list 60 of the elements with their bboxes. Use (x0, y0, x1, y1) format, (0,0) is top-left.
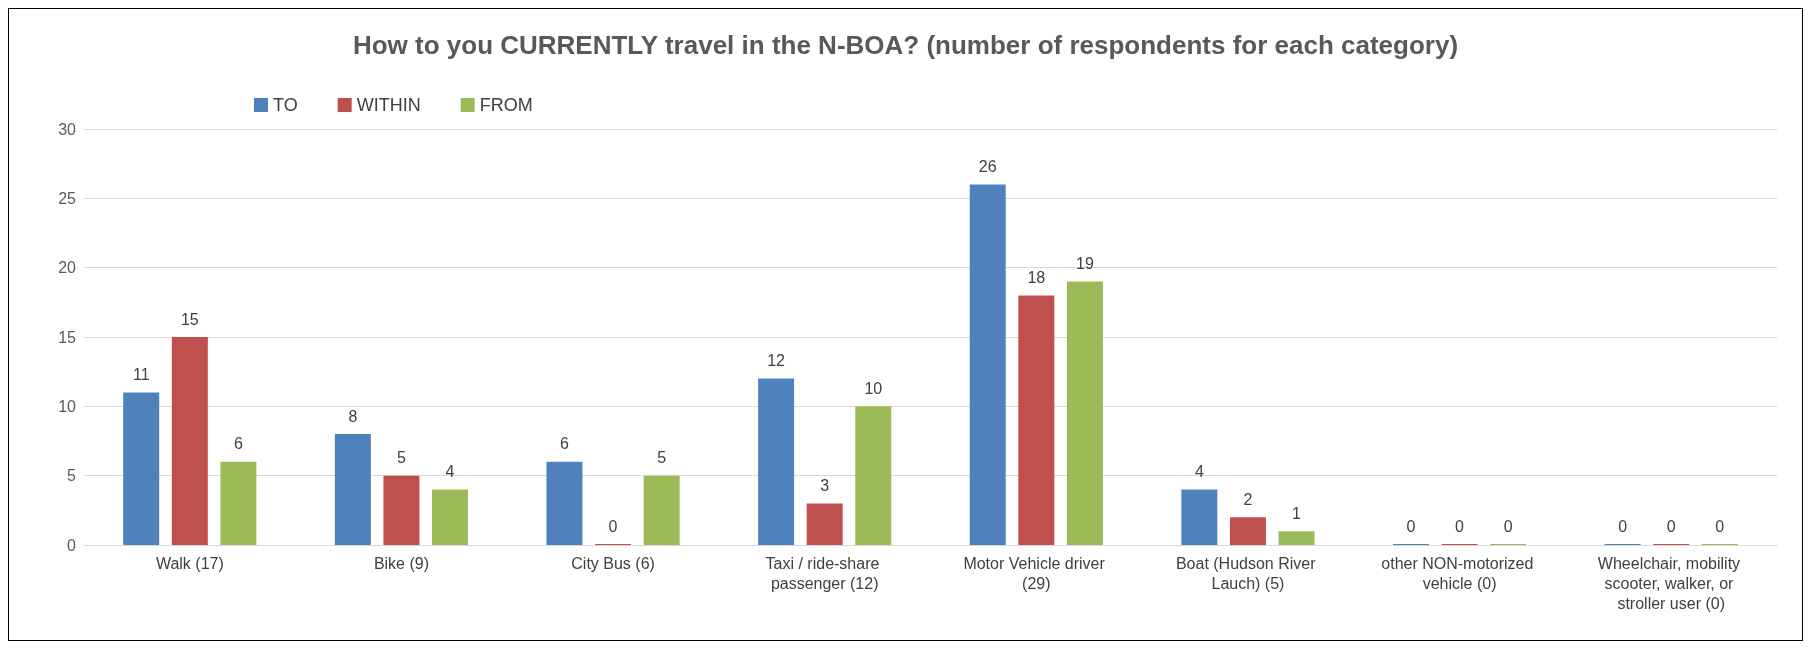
data-label: 1 (1292, 504, 1302, 522)
data-label: 0 (1406, 517, 1416, 535)
x-tick-label: Motor Vehicle driver (29) (963, 554, 1110, 592)
data-label: 0 (1666, 517, 1676, 535)
chart-title: How to you CURRENTLY travel in the N-BOA? (number of respondents for each category) (352, 30, 1459, 60)
x-tick-label: Walk (17) (155, 554, 224, 572)
bar (643, 475, 680, 545)
y-tick-label: 10 (58, 397, 77, 415)
bar (855, 406, 892, 545)
y-tick-label: 5 (67, 467, 77, 485)
y-tick-label: 25 (58, 189, 77, 207)
y-tick-label: 0 (67, 536, 77, 554)
bar (334, 434, 371, 545)
x-tick-label: other NON-motorized vehicle (0) (1381, 554, 1538, 592)
bar (546, 461, 583, 545)
data-label: 15 (180, 310, 199, 328)
bar (171, 337, 208, 545)
data-label: 4 (445, 463, 455, 481)
y-tick-label: 30 (58, 120, 77, 138)
bar (432, 489, 469, 545)
bar (969, 184, 1006, 545)
data-label: 0 (1455, 517, 1465, 535)
bar (1018, 295, 1055, 545)
bar (1278, 531, 1315, 545)
data-label: 10 (864, 379, 883, 397)
bar (123, 392, 160, 545)
legend-label: TO (273, 95, 298, 115)
bar (383, 475, 420, 545)
bar (1229, 517, 1266, 545)
x-tick-label: Bike (9) (373, 554, 429, 572)
legend-label: WITHIN (356, 95, 421, 115)
data-label: 12 (767, 352, 786, 370)
y-tick-label: 20 (58, 259, 77, 277)
data-label: 11 (132, 365, 150, 383)
legend-label: FROM (479, 95, 533, 115)
data-label: 4 (1194, 463, 1204, 481)
data-label: 0 (608, 517, 618, 535)
data-label: 3 (820, 476, 830, 494)
y-tick-label: 15 (58, 328, 77, 346)
bar (1181, 489, 1218, 545)
bar (806, 503, 843, 545)
data-label: 0 (1715, 517, 1725, 535)
x-tick-label: Wheelchair, mobility scooter, walker, or stroller user (0) (1597, 554, 1745, 612)
bar (758, 378, 795, 545)
x-tick-label: Boat (Hudson River Lauch) (5) (1175, 554, 1320, 592)
data-label: 5 (396, 449, 406, 467)
data-label: 26 (978, 157, 997, 175)
x-tick-label: Taxi / ride-share passenger (12) (765, 554, 884, 592)
data-label: 6 (560, 435, 570, 453)
data-label: 8 (348, 407, 358, 425)
data-label: 19 (1076, 255, 1094, 273)
data-label: 0 (1503, 517, 1513, 535)
data-label: 18 (1027, 268, 1046, 286)
data-label: 2 (1243, 490, 1253, 508)
data-label: 5 (657, 449, 667, 467)
bar (220, 461, 257, 545)
x-tick-label: City Bus (6) (571, 554, 655, 572)
data-label: 6 (233, 435, 243, 453)
data-label: 0 (1618, 517, 1628, 535)
bar (1066, 281, 1103, 545)
